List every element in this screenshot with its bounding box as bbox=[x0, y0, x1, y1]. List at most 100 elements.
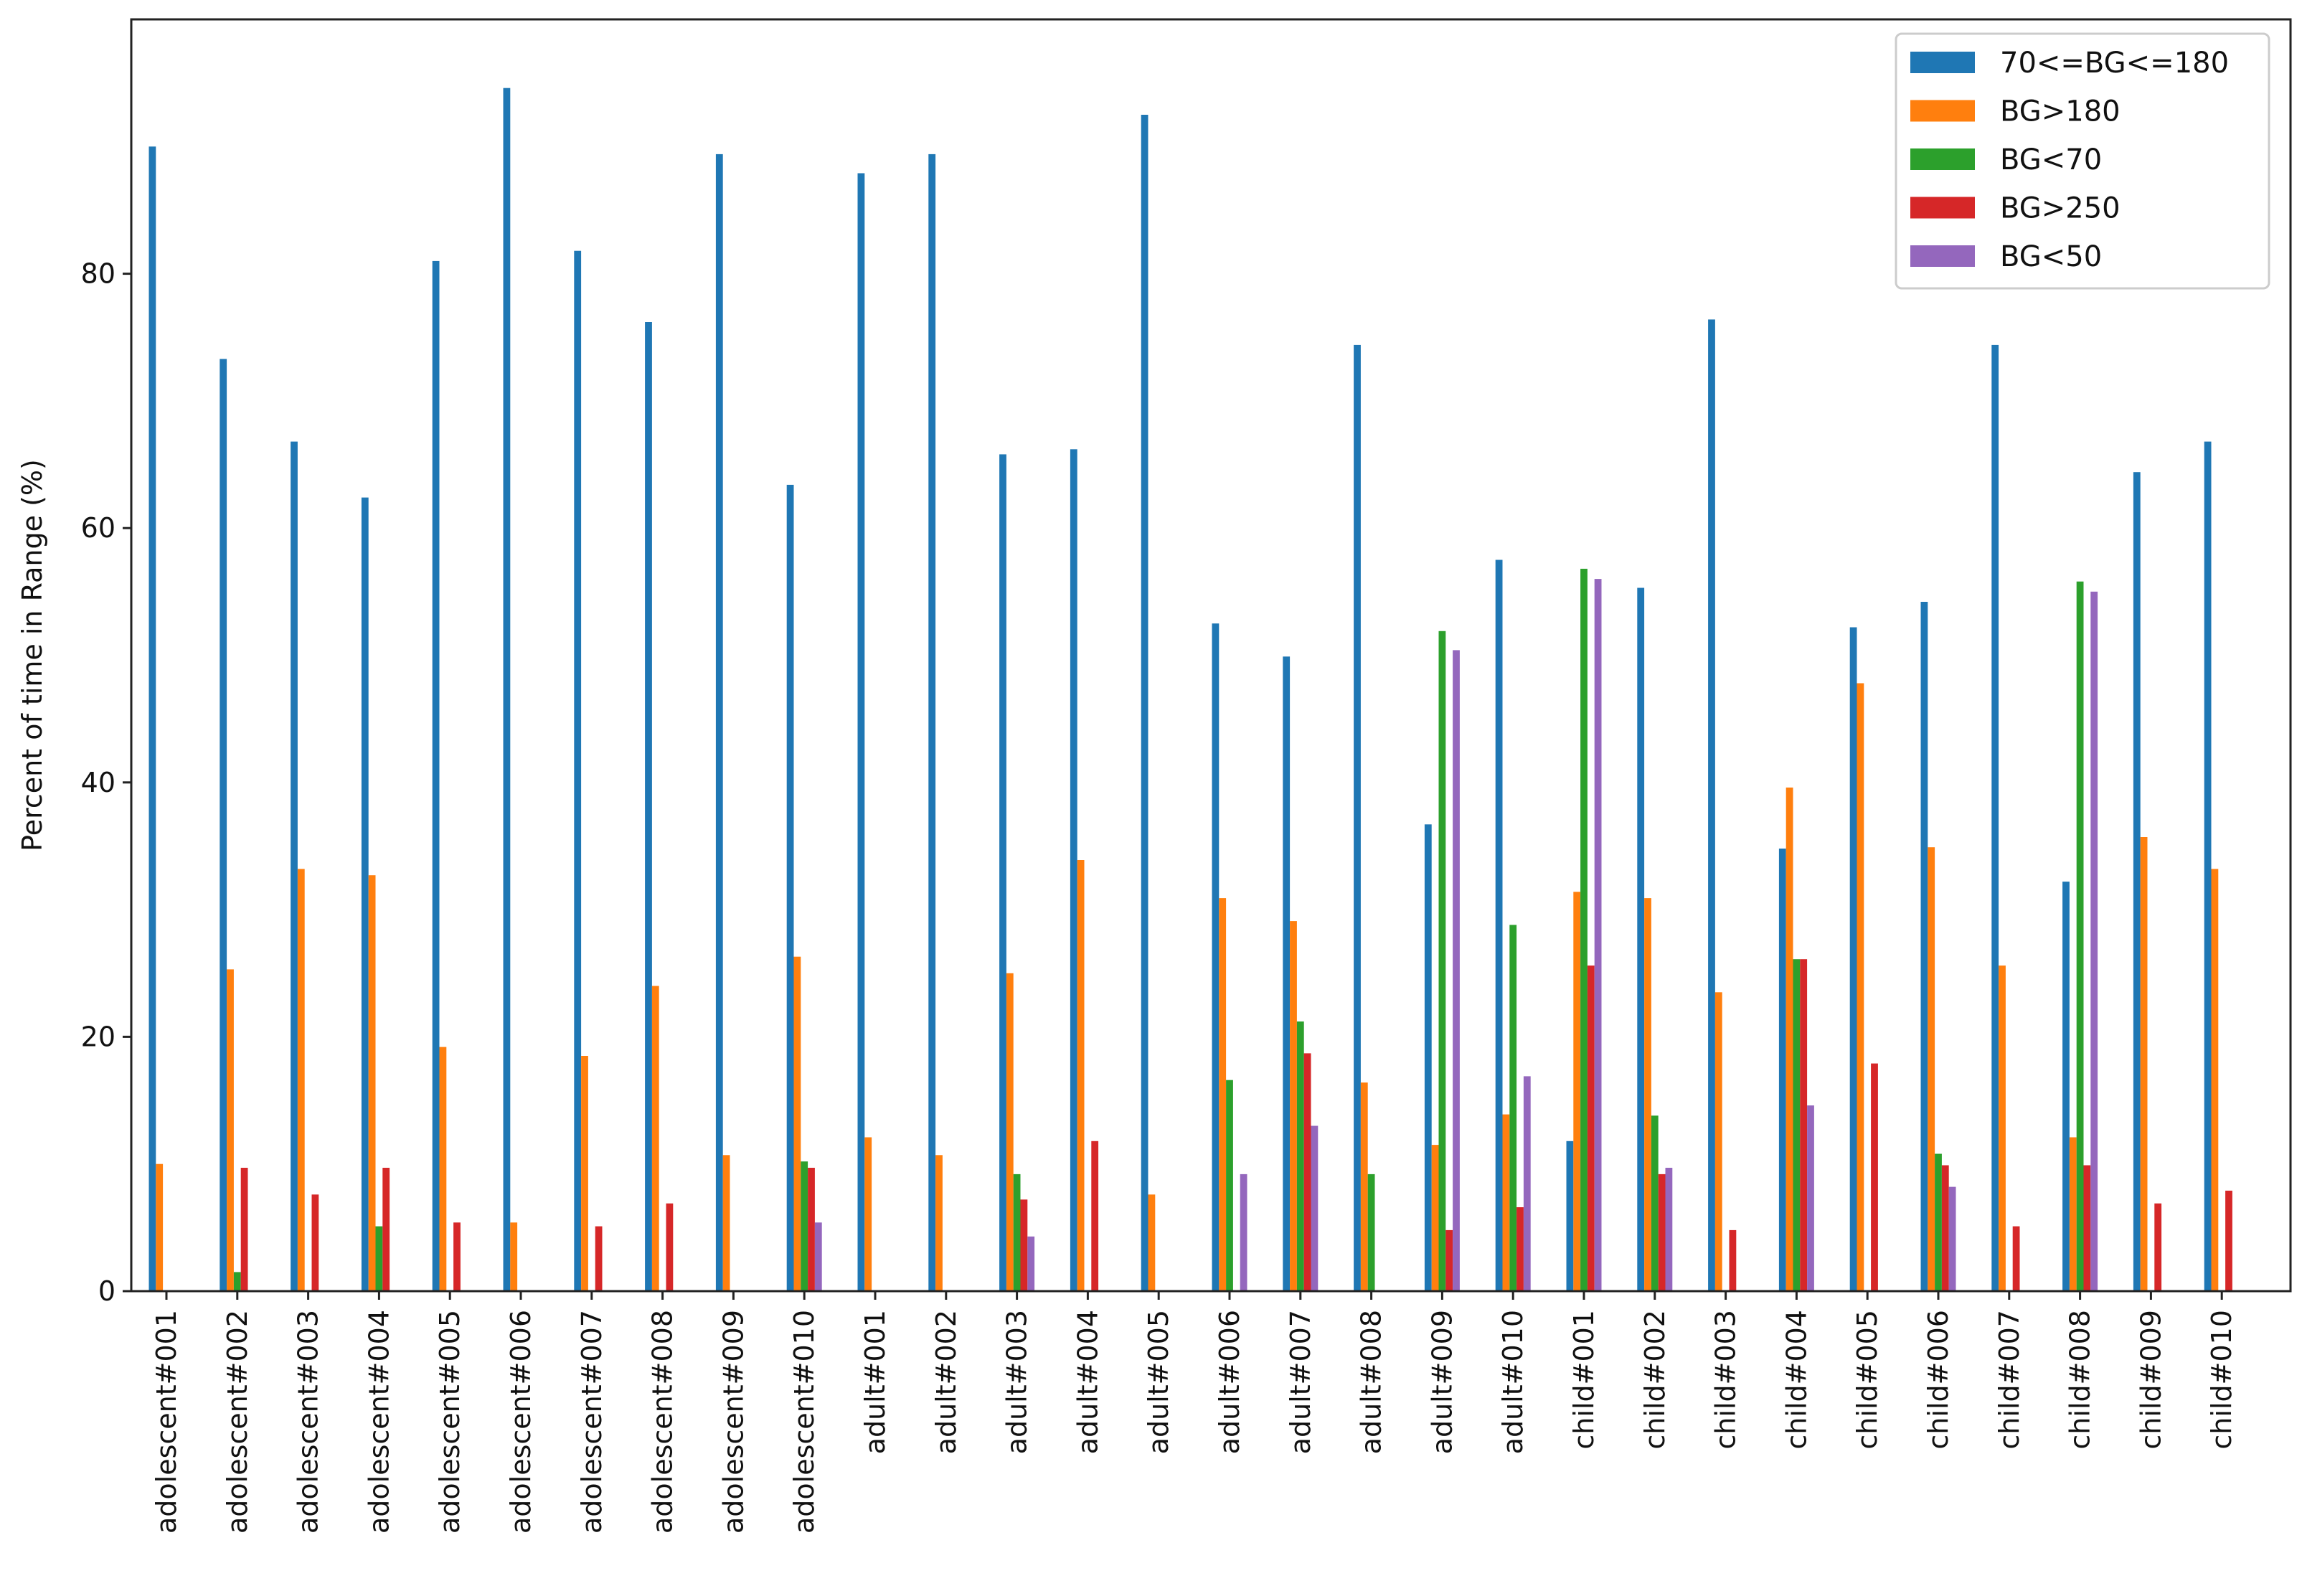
bar-BG>180-child#003 bbox=[1714, 992, 1722, 1291]
x-tick-label: adult#008 bbox=[1356, 1310, 1387, 1454]
bar-BG<50-adolescent#010 bbox=[814, 1222, 822, 1291]
bar-BG<70-adult#010 bbox=[1509, 925, 1517, 1291]
bar-BG>180-adult#005 bbox=[1148, 1194, 1156, 1291]
x-tick-label: adolescent#007 bbox=[576, 1310, 608, 1534]
x-tick-label: child#009 bbox=[2135, 1310, 2166, 1450]
bar-70<=BG<=180-child#008 bbox=[2062, 882, 2070, 1291]
bar-70<=BG<=180-child#007 bbox=[1991, 344, 1999, 1291]
bar-BG>180-adolescent#009 bbox=[722, 1155, 730, 1291]
x-tick-label: child#004 bbox=[1780, 1310, 1812, 1450]
bar-BG>250-child#004 bbox=[1800, 959, 1808, 1291]
bar-70<=BG<=180-adolescent#007 bbox=[574, 250, 582, 1292]
bar-BG>180-adolescent#002 bbox=[227, 969, 234, 1291]
legend-box bbox=[1895, 32, 2270, 290]
x-tick-label: adult#002 bbox=[930, 1310, 962, 1454]
bar-BG>180-adult#001 bbox=[864, 1137, 872, 1291]
bar-70<=BG<=180-adolescent#009 bbox=[715, 154, 723, 1291]
bar-BG<70-child#001 bbox=[1580, 568, 1588, 1291]
bar-BG>180-child#005 bbox=[1857, 683, 1864, 1291]
x-tick-label: adult#003 bbox=[1001, 1310, 1033, 1454]
bar-70<=BG<=180-adult#005 bbox=[1141, 115, 1148, 1291]
bar-70<=BG<=180-child#005 bbox=[1849, 627, 1857, 1291]
bar-BG<50-adult#003 bbox=[1027, 1236, 1035, 1291]
x-tick-label: child#007 bbox=[1994, 1310, 2025, 1450]
x-tick-label: child#002 bbox=[1639, 1310, 1671, 1450]
bar-BG>180-adult#004 bbox=[1077, 860, 1085, 1291]
x-tick-label: child#010 bbox=[2206, 1310, 2237, 1450]
bar-70<=BG<=180-adolescent#006 bbox=[503, 88, 511, 1292]
x-tick-label: adolescent#004 bbox=[363, 1310, 395, 1534]
x-tick-label: adolescent#009 bbox=[717, 1310, 749, 1534]
bar-BG>180-child#009 bbox=[2140, 837, 2148, 1291]
bar-BG>250-adult#010 bbox=[1516, 1207, 1524, 1291]
bar-BG<50-child#006 bbox=[1948, 1186, 1956, 1291]
legend: 70<=BG<=180 BG>180 BG<70 BG>250 BG<50 bbox=[1895, 32, 2270, 290]
bar-BG>180-child#010 bbox=[2211, 869, 2219, 1291]
legend-swatch bbox=[1910, 148, 1975, 170]
legend-label: BG<70 bbox=[2000, 143, 2102, 176]
x-tick-label: child#003 bbox=[1710, 1310, 1742, 1450]
bar-BG>180-adult#006 bbox=[1219, 898, 1227, 1291]
bar-BG>180-adolescent#007 bbox=[581, 1056, 588, 1291]
x-tick-label: adult#006 bbox=[1214, 1310, 1245, 1454]
bar-BG>180-child#001 bbox=[1573, 892, 1581, 1291]
bar-BG>250-adolescent#004 bbox=[382, 1168, 390, 1291]
x-tick-label: adolescent#008 bbox=[647, 1310, 679, 1534]
bar-BG>180-adolescent#006 bbox=[510, 1222, 518, 1291]
legend-label: 70<=BG<=180 bbox=[2000, 47, 2229, 80]
bar-BG>180-adolescent#003 bbox=[297, 869, 305, 1291]
legend-label: BG>180 bbox=[2000, 95, 2121, 128]
x-tick-label: adolescent#003 bbox=[293, 1310, 324, 1534]
bar-70<=BG<=180-adolescent#004 bbox=[361, 497, 369, 1291]
bar-BG>180-adolescent#010 bbox=[793, 956, 801, 1291]
bar-70<=BG<=180-child#002 bbox=[1637, 587, 1645, 1291]
bar-BG>180-adolescent#008 bbox=[651, 986, 659, 1291]
x-tick-label: child#001 bbox=[1568, 1310, 1600, 1450]
bar-BG>180-child#006 bbox=[1928, 847, 1935, 1291]
legend-swatch bbox=[1910, 100, 1975, 122]
bar-BG>250-adolescent#008 bbox=[666, 1203, 674, 1291]
bar-BG<70-child#006 bbox=[1935, 1153, 1942, 1291]
bar-70<=BG<=180-adult#004 bbox=[1070, 449, 1077, 1291]
x-tick-label: adult#010 bbox=[1497, 1310, 1529, 1454]
bar-BG>250-child#002 bbox=[1658, 1174, 1666, 1291]
bar-BG>250-adolescent#003 bbox=[311, 1194, 319, 1291]
bar-BG>180-adult#010 bbox=[1502, 1114, 1510, 1291]
bar-BG<70-adolescent#004 bbox=[375, 1226, 383, 1291]
x-tick-label: child#008 bbox=[2065, 1310, 2096, 1450]
x-tick-label: child#005 bbox=[1851, 1310, 1883, 1450]
bar-BG>180-adolescent#005 bbox=[439, 1047, 447, 1291]
bar-BG<70-child#004 bbox=[1793, 959, 1801, 1291]
y-tick-label: 0 bbox=[98, 1275, 115, 1307]
bar-layer bbox=[148, 88, 2232, 1292]
x-axis: adolescent#001 adolescent#002 adolescent#0… bbox=[151, 1291, 2237, 1534]
bar-BG<50-child#002 bbox=[1665, 1168, 1673, 1291]
bar-70<=BG<=180-child#009 bbox=[2133, 472, 2141, 1292]
bar-BG<50-child#008 bbox=[2090, 591, 2098, 1291]
bar-70<=BG<=180-child#004 bbox=[1778, 849, 1786, 1291]
bar-70<=BG<=180-adult#002 bbox=[928, 154, 936, 1291]
bar-BG>250-adult#007 bbox=[1303, 1053, 1311, 1291]
bar-BG<70-child#008 bbox=[2076, 581, 2084, 1291]
bar-BG>250-child#010 bbox=[2225, 1190, 2232, 1291]
y-axis-title: Percent of time in Range (%) bbox=[16, 459, 48, 851]
legend-swatch bbox=[1910, 197, 1975, 219]
bar-70<=BG<=180-adult#010 bbox=[1495, 559, 1503, 1291]
bar-BG>250-adolescent#007 bbox=[595, 1226, 603, 1291]
bar-BG<70-adult#003 bbox=[1013, 1174, 1021, 1291]
x-tick-label: adolescent#002 bbox=[222, 1310, 253, 1534]
bar-BG>180-adolescent#001 bbox=[156, 1163, 164, 1291]
x-tick-label: adult#004 bbox=[1072, 1310, 1103, 1454]
bar-70<=BG<=180-child#006 bbox=[1920, 602, 1928, 1291]
bar-BG>250-child#009 bbox=[2154, 1203, 2162, 1291]
x-tick-label: adolescent#010 bbox=[788, 1310, 820, 1534]
bar-70<=BG<=180-adult#009 bbox=[1424, 824, 1432, 1291]
bar-BG>180-child#004 bbox=[1786, 787, 1793, 1291]
bar-BG>250-adolescent#002 bbox=[240, 1168, 248, 1291]
bar-70<=BG<=180-adolescent#001 bbox=[148, 146, 156, 1291]
bar-BG<70-adolescent#010 bbox=[801, 1161, 808, 1291]
bar-BG>250-child#005 bbox=[1871, 1063, 1878, 1291]
legend-label: BG>250 bbox=[2000, 192, 2121, 225]
bar-BG<70-child#002 bbox=[1651, 1115, 1659, 1291]
